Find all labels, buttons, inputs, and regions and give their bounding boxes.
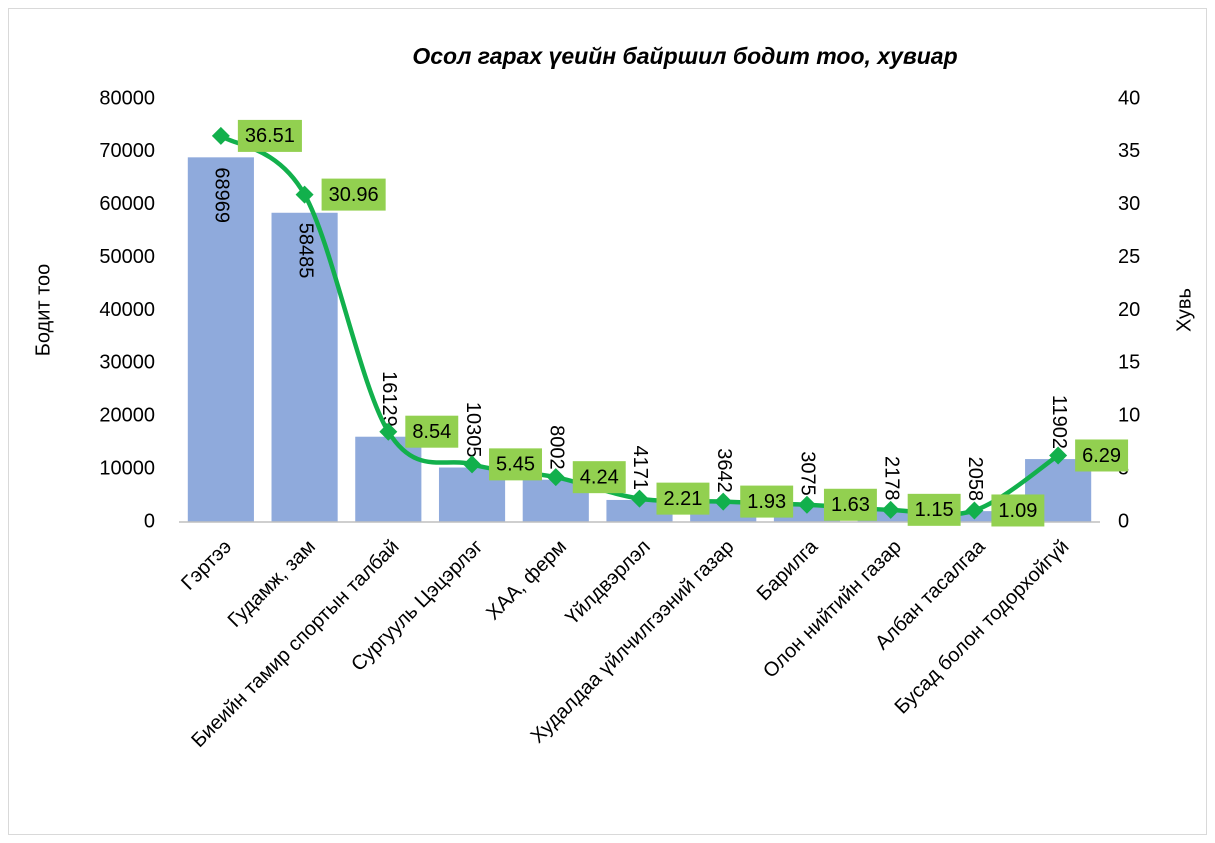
marker: [463, 455, 482, 474]
y-tick-label: 80000: [99, 87, 155, 109]
data-label-box: [572, 461, 626, 494]
y2-tick-label: 35: [1118, 140, 1140, 162]
marker: [797, 495, 816, 514]
y2-tick-label: 40: [1118, 87, 1140, 109]
data-label: 8002: [545, 425, 567, 470]
data-label: 30.96: [329, 184, 379, 206]
data-label: 5.45: [496, 454, 535, 476]
data-label: 68969: [211, 167, 233, 223]
marker: [714, 492, 733, 511]
y-tick-label: 70000: [99, 140, 155, 162]
marker: [211, 126, 230, 145]
marker: [546, 468, 565, 487]
data-label: 10305: [462, 402, 484, 458]
data-label: 36.51: [245, 125, 295, 147]
data-label-box: [237, 119, 302, 152]
bar: [187, 157, 254, 522]
marker: [630, 489, 649, 508]
y2-axis-label: Хувь: [1173, 288, 1195, 332]
y-tick-label: 60000: [99, 193, 155, 215]
data-label-box: [1075, 439, 1129, 472]
y-tick-label: 10000: [99, 457, 155, 479]
data-label: 8.54: [412, 421, 451, 443]
data-label: 6.29: [1082, 445, 1121, 467]
data-label: 1.93: [747, 491, 786, 513]
bar: [271, 212, 338, 522]
y2-tick-label: 20: [1118, 299, 1140, 321]
data-label-box: [321, 178, 386, 211]
data-label: 2178: [880, 456, 902, 501]
y-tick-label: 30000: [99, 352, 155, 374]
y2-tick-label: 0: [1118, 510, 1129, 532]
y2-tick-label: 25: [1118, 246, 1140, 268]
data-label-box: [991, 494, 1045, 527]
data-label: 3075: [797, 451, 819, 496]
data-label: 4.24: [580, 466, 619, 488]
data-label: 58485: [294, 223, 316, 279]
data-label-box: [823, 488, 877, 521]
y-tick-label: 40000: [99, 299, 155, 321]
data-label: 1.09: [998, 500, 1037, 522]
data-label-box: [740, 485, 794, 518]
data-label: 2.21: [664, 488, 703, 510]
data-label: 16129: [378, 371, 400, 427]
data-label: 2058: [964, 457, 986, 502]
marker: [295, 185, 314, 204]
marker: [881, 500, 900, 519]
data-label-box: [405, 415, 459, 448]
y-tick-label: 20000: [99, 405, 155, 427]
marker: [379, 422, 398, 441]
y-axis-label: Бодит тоо: [32, 264, 54, 357]
y2-tick-label: 30: [1118, 193, 1140, 215]
data-label-box: [656, 482, 710, 515]
y2-tick-label: 15: [1118, 352, 1140, 374]
y-tick-label: 50000: [99, 246, 155, 268]
marker: [1049, 446, 1068, 465]
marker: [965, 501, 984, 520]
data-label-box: [907, 493, 961, 526]
data-label: 4171: [629, 445, 651, 490]
y2-tick-label: 10: [1118, 405, 1140, 427]
y-tick-label: 0: [144, 510, 155, 532]
data-label: 1.63: [831, 494, 870, 516]
bar: [355, 436, 422, 522]
data-label: 3642: [713, 448, 735, 493]
data-label: 11902: [1048, 395, 1070, 449]
data-label: 1.15: [915, 499, 954, 521]
chart-title: Осол гарах үеийн байршил бодит тоо, хуви…: [412, 43, 957, 69]
bar: [606, 499, 673, 522]
data-label-box: [489, 448, 542, 481]
